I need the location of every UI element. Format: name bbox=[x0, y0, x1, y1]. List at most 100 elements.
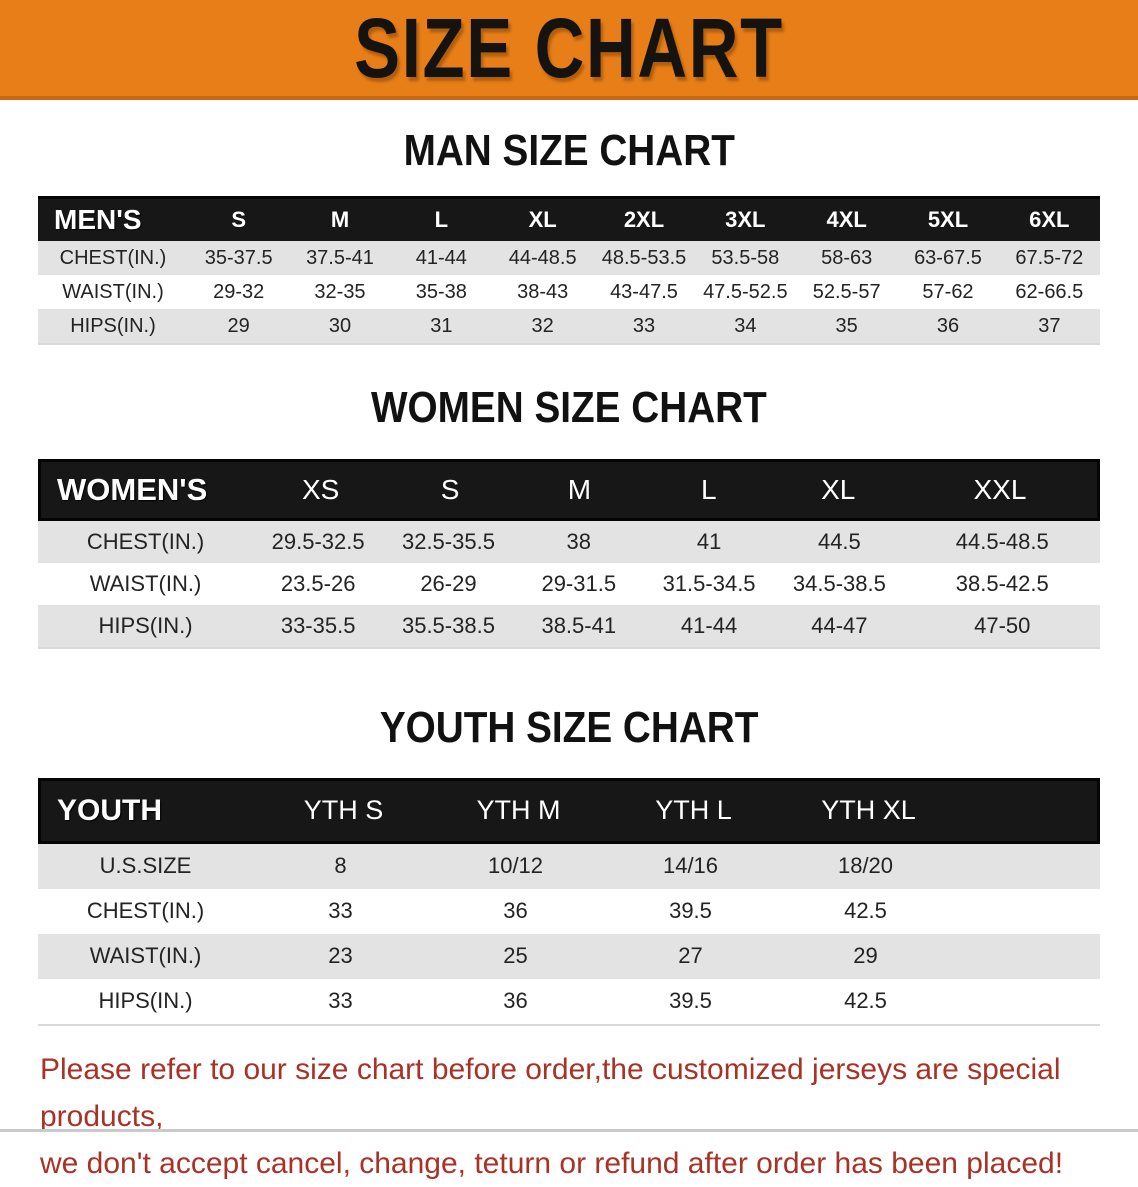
size-value-cell: 34.5-38.5 bbox=[792, 571, 886, 597]
size-value-cell: 29 bbox=[227, 314, 250, 337]
row-label: CHEST(IN.) bbox=[59, 246, 167, 269]
row-label: CHEST(IN.) bbox=[86, 898, 205, 924]
size-value-cell: 44-47 bbox=[811, 613, 868, 639]
row-label: HIPS(IN.) bbox=[70, 314, 156, 337]
size-value-cell: 36 bbox=[936, 314, 960, 337]
size-value-cell: 33 bbox=[328, 898, 353, 924]
youth-section-heading-text: YOUTH SIZE CHART bbox=[379, 703, 759, 753]
row-label: CHEST(IN.) bbox=[86, 529, 205, 555]
size-value-cell: 32 bbox=[531, 314, 554, 337]
size-value-cell: 47.5-52.5 bbox=[703, 280, 788, 303]
youth-table-header-row: YOUTH YTH S YTH M YTH L YTH XL bbox=[38, 777, 1100, 844]
row-label: HIPS(IN.) bbox=[98, 988, 193, 1014]
banner-title: SIZE CHART bbox=[354, 1, 784, 95]
men-section-heading: MAN SIZE CHART bbox=[0, 126, 1138, 175]
size-value-cell: 38 bbox=[566, 529, 591, 555]
size-value-cell: 62-66.5 bbox=[1015, 280, 1084, 303]
size-value-cell: 37.5-41 bbox=[306, 246, 374, 269]
size-value-cell: 18/20 bbox=[837, 853, 894, 879]
women-column-header: XL bbox=[821, 474, 856, 506]
size-value-cell: 27 bbox=[678, 943, 703, 969]
youth-size-table: YOUTH YTH S YTH M YTH L YTH XL U.S.SIZE 8 10/12… bbox=[38, 777, 1100, 1026]
youth-column-header: YTH L bbox=[655, 795, 732, 826]
men-table-row: HIPS(IN.) 29 30 31 32 33 34 35 36 37 bbox=[38, 309, 1100, 346]
men-column-header: 6XL bbox=[1029, 207, 1070, 233]
size-value-cell: 25 bbox=[503, 943, 528, 969]
size-value-cell: 44-48.5 bbox=[508, 246, 577, 269]
men-size-table: MEN'S S M L XL 2XL 3XL 4XL 5XL 6XL CHEST(IN.) 35-37… bbox=[38, 196, 1100, 346]
disclaimer-note: Please refer to our size chart before or… bbox=[40, 1046, 1110, 1187]
size-value-cell: 29.5-32.5 bbox=[271, 529, 365, 555]
size-value-cell: 67.5-72 bbox=[1015, 246, 1084, 269]
size-value-cell: 23 bbox=[328, 943, 353, 969]
men-column-header: 2XL bbox=[623, 207, 665, 233]
men-corner-label: MEN'S bbox=[54, 204, 142, 236]
men-table-row: WAIST(IN.) 29-32 32-35 35-38 38-43 43-47.5 47.… bbox=[38, 275, 1100, 310]
size-value-cell: 36 bbox=[503, 898, 528, 924]
women-table-row: HIPS(IN.) 33-35.5 35.5-38.5 38.5-41 41-44 44-… bbox=[38, 605, 1100, 650]
size-value-cell: 43-47.5 bbox=[610, 280, 678, 303]
men-column-header: M bbox=[330, 207, 350, 233]
men-column-header: S bbox=[231, 207, 246, 233]
size-value-cell: 42.5 bbox=[844, 898, 887, 924]
size-value-cell: 29-31.5 bbox=[541, 571, 617, 597]
row-label: WAIST(IN.) bbox=[89, 943, 202, 969]
size-value-cell: 33 bbox=[632, 314, 656, 337]
men-column-header: 5XL bbox=[927, 207, 969, 233]
size-value-cell: 48.5-53.5 bbox=[601, 246, 687, 269]
women-column-header: XXL bbox=[973, 474, 1027, 506]
size-value-cell: 39.5 bbox=[669, 988, 712, 1014]
men-section-heading-text: MAN SIZE CHART bbox=[403, 126, 735, 175]
women-size-table: WOMEN'S XS S M L XL XXL CHEST(IN.) 29.5-32.5 32.5… bbox=[38, 459, 1100, 650]
women-column-header: M bbox=[567, 474, 592, 506]
women-section-heading: WOMEN SIZE CHART bbox=[0, 383, 1138, 433]
size-value-cell: 52.5-57 bbox=[812, 280, 881, 303]
size-value-cell: 26-29 bbox=[420, 571, 477, 597]
size-value-cell: 23.5-26 bbox=[280, 571, 356, 597]
size-value-cell: 31.5-34.5 bbox=[662, 571, 756, 597]
size-value-cell: 30 bbox=[328, 314, 352, 337]
size-value-cell: 29-32 bbox=[213, 280, 265, 303]
size-value-cell: 38-43 bbox=[517, 280, 569, 303]
size-value-cell: 39.5 bbox=[669, 898, 712, 924]
size-value-cell: 44.5-48.5 bbox=[955, 529, 1049, 555]
row-label: HIPS(IN.) bbox=[98, 613, 193, 639]
size-value-cell: 32-35 bbox=[314, 280, 366, 303]
youth-section-heading: YOUTH SIZE CHART bbox=[0, 705, 1138, 751]
youth-column-header: YTH M bbox=[476, 795, 561, 826]
size-value-cell: 33 bbox=[328, 988, 353, 1014]
men-table-header-row: MEN'S S M L XL 2XL 3XL 4XL 5XL 6XL bbox=[38, 196, 1100, 242]
size-value-cell: 41-44 bbox=[415, 246, 467, 269]
size-value-cell: 38.5-42.5 bbox=[955, 571, 1049, 597]
women-column-header: XS bbox=[302, 474, 340, 506]
men-table-row: CHEST(IN.) 35-37.5 37.5-41 41-44 44-48.5 48.5… bbox=[38, 241, 1100, 276]
row-label: WAIST(IN.) bbox=[62, 280, 164, 303]
size-value-cell: 53.5-58 bbox=[711, 246, 780, 269]
size-value-cell: 36 bbox=[503, 988, 528, 1014]
size-value-cell: 35 bbox=[835, 314, 858, 337]
youth-table-row: CHEST(IN.) 33 36 39.5 42.5 bbox=[38, 888, 1100, 934]
men-column-header: 3XL bbox=[725, 207, 766, 233]
size-value-cell: 35-37.5 bbox=[204, 246, 273, 269]
size-value-cell: 8 bbox=[334, 853, 347, 879]
men-column-header: XL bbox=[528, 207, 557, 233]
size-value-cell: 38.5-41 bbox=[541, 613, 617, 639]
women-column-header: L bbox=[701, 474, 717, 506]
women-section-heading-text: WOMEN SIZE CHART bbox=[371, 383, 767, 433]
size-value-cell: 10/12 bbox=[487, 853, 544, 879]
row-label: WAIST(IN.) bbox=[89, 571, 202, 597]
size-value-cell: 34 bbox=[734, 314, 757, 337]
women-corner-label: WOMEN'S bbox=[57, 472, 208, 508]
women-table-header-row: WOMEN'S XS S M L XL XXL bbox=[38, 459, 1100, 522]
row-label: U.S.SIZE bbox=[99, 853, 192, 879]
disclaimer-line-2: we don't accept cancel, change, teturn o… bbox=[40, 1146, 1064, 1180]
size-value-cell: 47-50 bbox=[974, 613, 1031, 639]
size-value-cell: 41 bbox=[696, 529, 722, 555]
women-column-header: S bbox=[440, 474, 460, 506]
size-value-cell: 57-62 bbox=[922, 280, 974, 303]
men-column-header: L bbox=[434, 207, 449, 233]
bottom-divider bbox=[0, 1129, 1138, 1132]
youth-table-row: WAIST(IN.) 23 25 27 29 bbox=[38, 933, 1100, 979]
youth-table-row: HIPS(IN.) 33 36 39.5 42.5 bbox=[38, 978, 1100, 1026]
youth-table-row: U.S.SIZE 8 10/12 14/16 18/20 bbox=[38, 843, 1100, 889]
